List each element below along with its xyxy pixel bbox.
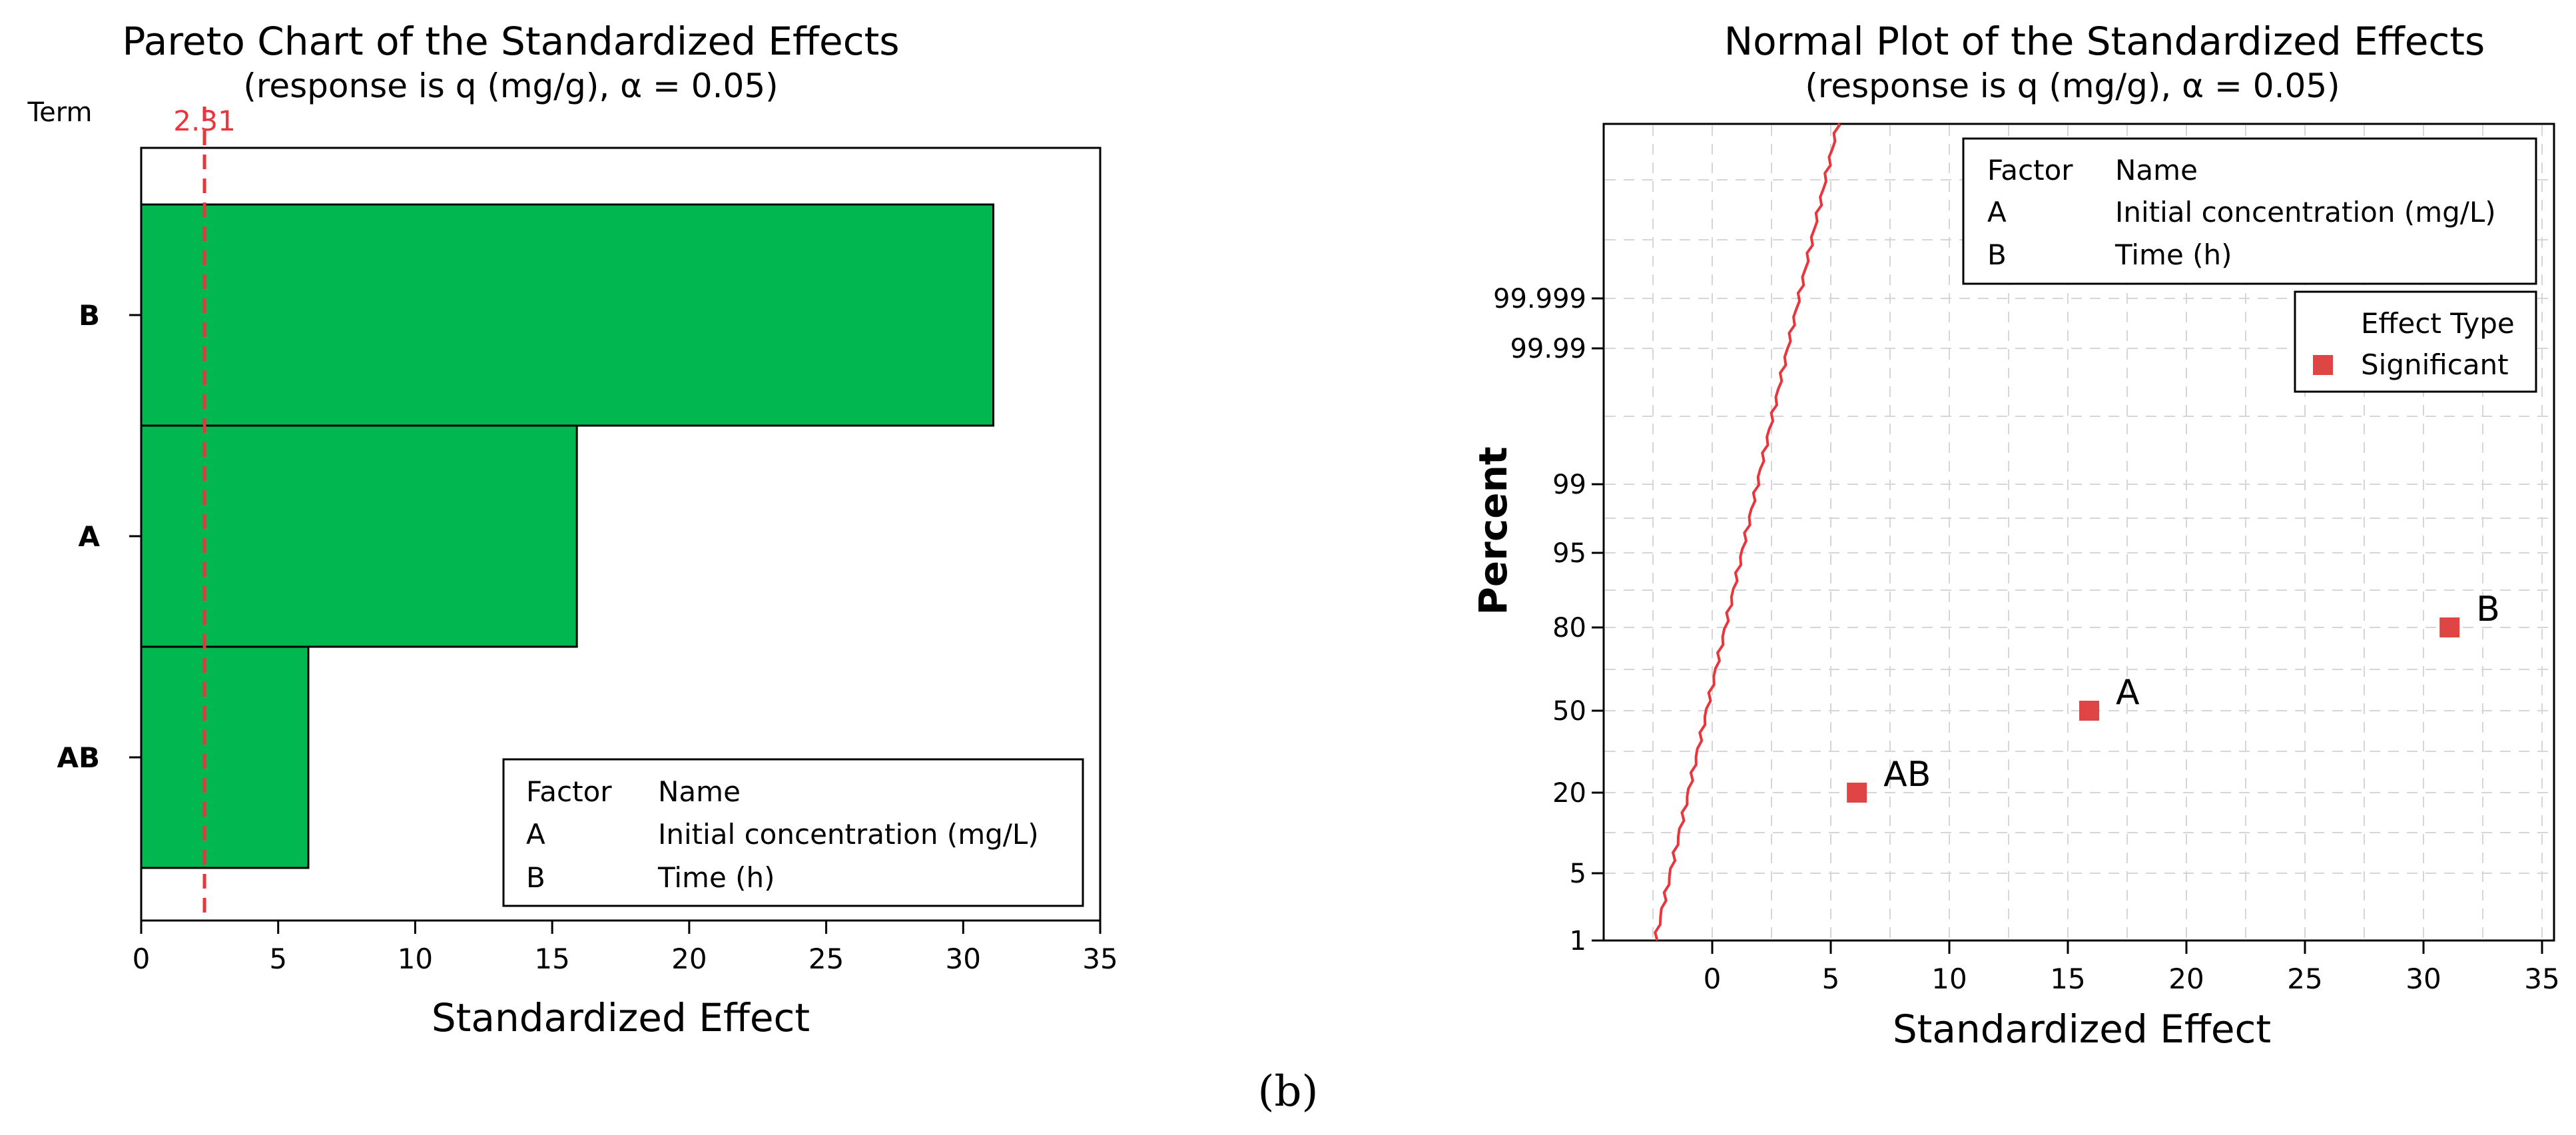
normal-x-tick-label: 35 — [2524, 962, 2559, 995]
normal-y-tick-label: 50 — [1552, 696, 1586, 727]
pareto-x-tick-label: 35 — [1082, 943, 1118, 975]
normal-y-tick-label: 99.999 — [1493, 284, 1586, 314]
normal-point-label: B — [2476, 589, 2500, 629]
pareto-bar-b — [140, 203, 995, 427]
pareto-legend: Factor Name A Initial concentration (mg/… — [502, 758, 1084, 907]
figure-caption: (b) — [1258, 1067, 1319, 1116]
pareto-x-tick-label: 20 — [671, 943, 707, 975]
normal-y-tick-label: 20 — [1552, 778, 1586, 809]
pareto-x-axis-label: Standardized Effect — [432, 995, 810, 1040]
pareto-subtitle: (response is q (mg/g), α = 0.05) — [243, 67, 778, 105]
pareto-y-tick-label: AB — [57, 741, 100, 774]
pareto-reference-label: 2.31 — [173, 105, 236, 137]
pareto-legend-name-a: Initial concentration (mg/L) — [658, 818, 1039, 851]
normal-title: Normal Plot of the Standardized Effects — [1724, 19, 2485, 64]
normal-effect-legend-entry: Significant — [2361, 348, 2509, 381]
normal-legend-name-b: Time (h) — [2114, 238, 2232, 271]
pareto-x-tick-label: 15 — [534, 943, 569, 975]
normal-x-tick-label: 0 — [1704, 962, 1722, 995]
pareto-y-axis-label: Term — [27, 97, 93, 128]
normal-x-tick-label: 10 — [1931, 962, 1967, 995]
normal-x-tick-label: 15 — [2050, 962, 2085, 995]
normal-effect-legend-box — [2294, 290, 2537, 393]
pareto-x-tick-label: 10 — [398, 943, 433, 975]
normal-effect-legend-title: Effect Type — [2361, 307, 2515, 340]
pareto-title: Pareto Chart of the Standardized Effects — [122, 19, 899, 64]
normal-y-tick-label: 95 — [1552, 538, 1586, 569]
pareto-legend-factor-b: B — [526, 861, 545, 894]
normal-plot-chart: Normal Plot of the Standardized Effects … — [1470, 19, 2560, 1052]
normal-factor-legend-box — [1962, 137, 2537, 285]
pareto-x-tick-label: 0 — [133, 943, 151, 975]
normal-legend-factor-b: B — [1987, 238, 2007, 271]
normal-y-tick-label: 99.99 — [1510, 334, 1586, 364]
significant-marker-swatch — [2313, 355, 2333, 375]
normal-point-label: A — [2116, 673, 2140, 713]
normal-factor-legend: Factor Name A Initial concentration (mg/… — [1962, 137, 2537, 285]
normal-point-label: AB — [1883, 755, 1931, 795]
pareto-y-tick-label: B — [79, 299, 100, 332]
normal-effect-legend: Effect Type Significant — [2294, 290, 2537, 393]
normal-y-tick-label: 80 — [1552, 613, 1586, 643]
pareto-legend-factor-a: A — [526, 818, 545, 851]
pareto-bar-a — [140, 424, 578, 648]
normal-x-tick-label: 20 — [2168, 962, 2204, 995]
normal-y-tick-label: 1 — [1570, 926, 1586, 956]
pareto-chart: Pareto Chart of the Standardized Effects… — [27, 19, 1118, 1040]
pareto-legend-header-factor: Factor — [526, 775, 612, 808]
normal-reference-line — [1654, 123, 1841, 941]
normal-x-tick-label: 25 — [2287, 962, 2322, 995]
normal-point-b — [2439, 617, 2460, 637]
pareto-legend-name-b: Time (h) — [657, 861, 775, 894]
pareto-x-tick-label: 25 — [808, 943, 844, 975]
normal-point-a — [2079, 701, 2100, 721]
normal-subtitle: (response is q (mg/g), α = 0.05) — [1805, 67, 2340, 105]
normal-legend-header-factor: Factor — [1987, 154, 2073, 187]
normal-legend-header-name: Name — [2115, 154, 2198, 187]
normal-y-tick-label: 99 — [1552, 470, 1586, 500]
normal-x-axis-label: Standardized Effect — [1893, 1006, 2271, 1052]
normal-x-tick-label: 5 — [1822, 962, 1840, 995]
pareto-y-tick-label: A — [78, 520, 100, 553]
pareto-x-tick-label: 5 — [269, 943, 287, 975]
normal-y-axis-label: Percent — [1470, 446, 1516, 615]
normal-y-tick-label: 5 — [1570, 859, 1586, 889]
pareto-legend-header-name: Name — [658, 775, 741, 808]
normal-legend-factor-a: A — [1987, 196, 2007, 228]
normal-legend-name-a: Initial concentration (mg/L) — [2115, 196, 2496, 228]
normal-point-ab — [1847, 783, 1867, 803]
pareto-bar-ab — [140, 645, 310, 869]
pareto-legend-box — [502, 758, 1084, 907]
normal-x-tick-label: 30 — [2406, 962, 2441, 995]
pareto-x-tick-label: 30 — [946, 943, 981, 975]
